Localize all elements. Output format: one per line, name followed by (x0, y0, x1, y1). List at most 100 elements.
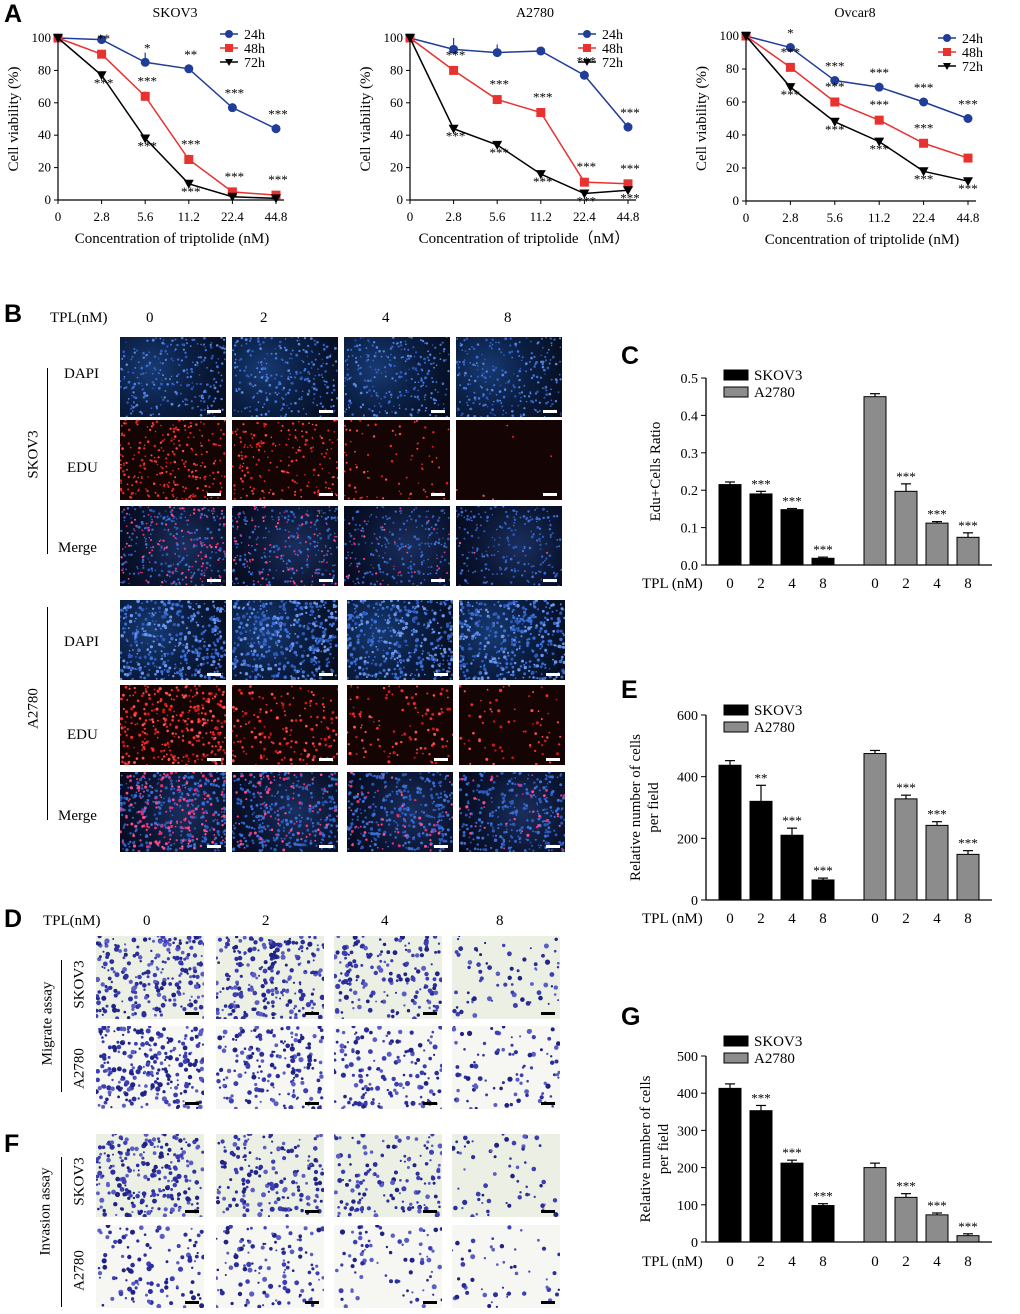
x-tick-label: 8 (964, 1254, 972, 1270)
legend-label: A2780 (754, 720, 795, 736)
point-72h (183, 179, 194, 189)
invasion-a2780-label: A2780 (71, 1250, 88, 1291)
y-tick-label: 80 (390, 62, 403, 77)
x-tick-label: 2 (757, 576, 765, 592)
y-tick-label: 40 (726, 127, 739, 142)
significance-label: *** (958, 836, 978, 851)
scale-bar (541, 1102, 555, 1105)
skov3-dapi-image-4nm (344, 337, 450, 417)
cell-texture (120, 506, 226, 586)
significance-label: *** (268, 172, 288, 187)
point-48h (830, 97, 840, 107)
point-72h (227, 192, 238, 202)
panel-d-tpl-label: TPL(nM) (43, 913, 101, 929)
y-tick-label: 0.1 (681, 522, 699, 537)
skov3-merge-label: Merge (58, 540, 97, 556)
a2780-edu-label: EDU (67, 727, 98, 743)
cell-texture (344, 337, 450, 417)
x-tick-label: 4 (933, 1254, 941, 1270)
cell-texture (459, 685, 562, 765)
skov3-edu-image-2nm (232, 420, 338, 500)
significance-label: *** (825, 79, 845, 94)
x-tick-label: 0 (407, 209, 414, 224)
bar-A2780-2 (894, 1196, 918, 1243)
scale-bar (305, 1102, 319, 1105)
cell-texture (96, 1026, 204, 1109)
scale-bar (431, 410, 445, 413)
invasion-assay-label: Invasion assay (37, 1167, 54, 1256)
cell-texture (120, 600, 226, 680)
legend-label: 72h (602, 56, 623, 71)
point-48h (227, 187, 237, 197)
significance-label: *** (489, 77, 509, 92)
bar-SKOV3-2 (749, 493, 773, 566)
point-24h (97, 35, 107, 45)
x-tick-label: 22.4 (221, 209, 244, 224)
point-48h (579, 177, 589, 187)
y-tick-label: 20 (38, 160, 51, 175)
point-72h (623, 186, 633, 196)
significance-label: *** (958, 181, 978, 196)
point-24h (227, 103, 237, 113)
cell-texture (216, 936, 324, 1019)
significance-label: *** (268, 107, 288, 122)
significance-label: *** (896, 780, 916, 795)
cell-texture (335, 1225, 442, 1308)
significance-label: *** (137, 73, 157, 88)
x-axis-label: Concentration of triptolide (nM) (765, 232, 960, 248)
y-tick-label: 40 (390, 127, 403, 142)
significance-label: *** (94, 75, 114, 90)
significance-label: *** (869, 142, 889, 157)
legend-marker (943, 48, 951, 56)
scale-bar (185, 1102, 199, 1105)
cell-texture (120, 337, 226, 417)
a2780-merge-image-0nm (120, 772, 226, 852)
bar-A2780-4 (925, 522, 949, 566)
cell-texture (120, 772, 226, 852)
x-tick-label: 0 (726, 911, 734, 927)
cell-texture (456, 337, 562, 417)
series-line-24h (745, 35, 969, 120)
significance-label: *** (958, 1219, 978, 1234)
a2780-edu-image-0nm (120, 685, 226, 765)
significance-label: *** (620, 161, 640, 176)
legend-label: SKOV3 (754, 1034, 802, 1050)
panel-d-dose-4: 4 (381, 913, 389, 929)
point-72h (918, 167, 929, 177)
legend-label: 48h (962, 46, 983, 61)
y-tick-label: 0 (691, 1236, 698, 1251)
significance-label: *** (781, 44, 801, 59)
significance-label: ** (184, 47, 197, 62)
y-axis-label-line2: per field (656, 1123, 672, 1174)
significance-label: *** (914, 80, 934, 95)
cell-texture (458, 542, 549, 554)
x-tick-label: 8 (964, 576, 972, 592)
series-line-72h (57, 37, 277, 200)
invasion-bracket (61, 1157, 62, 1307)
cell-texture (120, 506, 226, 586)
y-tick-label: 20 (390, 160, 403, 175)
x-tick-label: 5.6 (827, 210, 844, 225)
viability-chart-skov3: SKOV3 0 20 40 60 80 100 0 2.8 5.6 11.2 22.4 44.8 Conc… (6, 6, 288, 247)
skov3-dapi-image-2nm (232, 337, 338, 417)
scale-bar (185, 1012, 199, 1015)
legend-marker (583, 30, 591, 38)
x-tick-label: 8 (819, 1254, 827, 1270)
cell-texture (334, 1026, 442, 1109)
migrate-skov3-label: SKOV3 (71, 960, 88, 1009)
bar-A2780-0 (863, 753, 887, 901)
migrate-bracket (61, 960, 62, 1092)
y-tick-label: 300 (677, 1124, 698, 1139)
cell-texture (344, 506, 450, 586)
y-axis-label: Cell viability (%) (694, 66, 710, 171)
x-tick-label: 4 (788, 576, 796, 592)
cell-texture (347, 772, 453, 852)
point-72h (96, 71, 107, 81)
point-48h (97, 49, 107, 59)
point-24h (623, 122, 633, 132)
significance-label: *** (751, 476, 771, 491)
significance-label: *** (225, 169, 245, 184)
migrate-skov3-image-0nm (96, 936, 204, 1019)
point-72h (963, 177, 973, 187)
